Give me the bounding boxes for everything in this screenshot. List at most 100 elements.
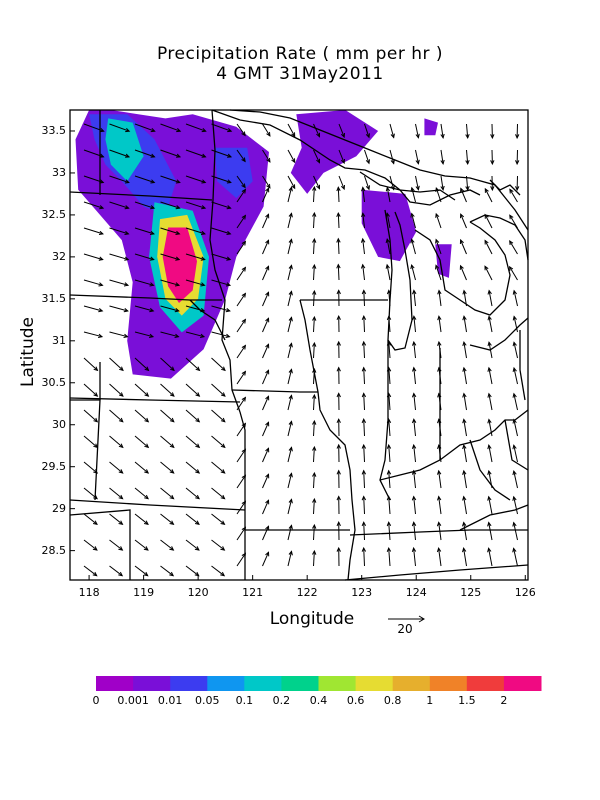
wind-arrow [134,175,156,184]
wind-arrow [459,264,467,281]
wind-arrow [487,315,493,333]
wind-arrow [134,409,150,423]
wind-arrow [287,186,293,203]
wind-arrow [83,435,99,449]
wind-arrow [435,238,442,255]
wind-arrow [211,461,226,474]
wind-arrow [385,186,391,203]
wind-arrow [509,188,518,203]
wind-arrow [185,513,200,525]
wind-arrow [287,498,293,515]
ks-ok-border [69,499,246,511]
wind-arrow [336,469,341,489]
wind-arrow [83,149,105,158]
wind-arrow [386,392,392,411]
x-tick-label: 125 [460,586,482,599]
wind-arrow [411,443,417,463]
wind-arrow [435,212,442,229]
wind-arrow [512,547,518,567]
lake-michigan-shore [384,209,413,351]
wind-arrow [109,357,124,372]
reference-vector-label: 20 [397,622,413,636]
wind-arrow [236,188,247,203]
wind-arrow [160,305,180,313]
wind-arrow [83,331,104,338]
wind-arrow [83,175,105,184]
wind-arrow [211,565,226,577]
wind-arrow [459,238,467,255]
sd-ne-border [69,294,222,301]
wind-arrow [410,186,416,203]
wind-arrow [262,175,271,189]
wind-arrow [512,521,518,541]
wind-arrow [364,149,370,165]
wind-arrow [490,175,495,192]
wind-arrow [312,445,317,463]
wind-arrow [134,123,156,133]
wind-arrow [484,265,493,281]
wind-arrow [83,539,98,551]
wind-arrow [512,366,518,385]
wind-arrow [415,123,420,139]
wind-arrow [236,214,247,229]
wind-arrow [134,201,156,210]
wind-arrow [411,418,417,437]
wind-arrow [437,469,442,489]
colorbar-label: 0.001 [117,694,149,707]
wind-arrow [236,370,247,385]
wind-arrow [185,539,200,551]
wind-arrow [160,357,175,372]
wind-arrow [211,201,232,210]
tn-south [344,564,529,581]
wind-arrow [83,201,105,210]
ia-mo-border [231,389,318,393]
wind-arrow [385,237,391,255]
wind-arrow [236,318,247,333]
wind-arrow [185,175,207,184]
wind-arrow [185,435,201,449]
wind-arrow [287,420,293,437]
wind-arrow [336,418,341,437]
chart-subtitle: 4 GMT 31May2011 [216,64,384,84]
colorbar-swatch [170,676,208,691]
wind-arrow [211,149,233,158]
il-in-border [379,340,391,501]
wind-arrow [312,471,317,489]
wind-arrow [338,123,345,139]
y-tick-label: 32 [52,249,66,263]
precip-region-3 [105,118,144,182]
wind-arrow [312,237,317,255]
wind-arrow [160,331,180,338]
wind-arrow [437,289,442,307]
wind-arrow [160,383,175,397]
wind-arrow [287,123,296,138]
wind-arrow [134,149,156,158]
wind-arrow [287,342,293,359]
wind-arrow [312,341,317,359]
colorbar-label: 1 [426,694,434,707]
wind-arrow [134,539,149,551]
wind-arrow [236,500,247,515]
wind-arrow [385,263,391,281]
wind-arrow [185,331,206,338]
wind-arrow [211,123,233,133]
y-tick-label: 31 [52,333,66,347]
wind-arrow [134,357,150,372]
wind-arrow [460,187,467,203]
colorbar-swatch [429,676,468,691]
wind-arrow [487,392,493,411]
wind-arrow [262,239,270,255]
wind-arrow [386,340,392,359]
wind-arrow [287,524,293,541]
wind-arrow [336,521,341,541]
y-tick-label: 32.5 [41,207,67,221]
wind-arrow [83,123,105,133]
wind-arrow [83,279,104,287]
wind-arrow [336,366,341,385]
wind-arrow [262,149,271,163]
wind-arrow [134,279,155,287]
wind-arrow [465,123,470,140]
wind-arrow [287,550,293,567]
wind-arrow [109,175,130,184]
wind-arrow [160,461,175,474]
